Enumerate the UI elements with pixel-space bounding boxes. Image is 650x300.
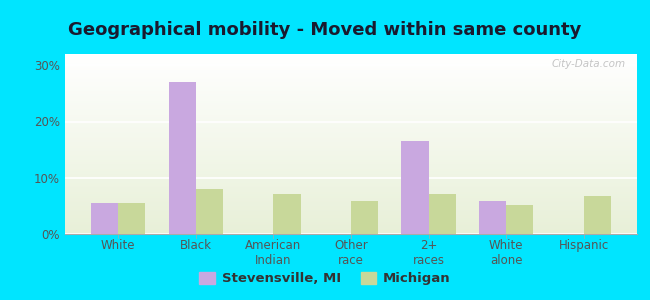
Bar [479, 201, 506, 234]
Text: City-Data.com: City-Data.com [551, 59, 625, 69]
Bar [428, 194, 456, 234]
Bar [402, 141, 428, 234]
Bar [506, 205, 534, 234]
Bar [351, 201, 378, 234]
Bar [91, 203, 118, 234]
Bar [168, 82, 196, 234]
Bar [196, 189, 223, 234]
Bar [274, 194, 300, 234]
Bar [584, 196, 611, 234]
Legend: Stevensville, MI, Michigan: Stevensville, MI, Michigan [194, 266, 456, 290]
Text: Geographical mobility - Moved within same county: Geographical mobility - Moved within sam… [68, 21, 582, 39]
Bar [118, 203, 146, 234]
